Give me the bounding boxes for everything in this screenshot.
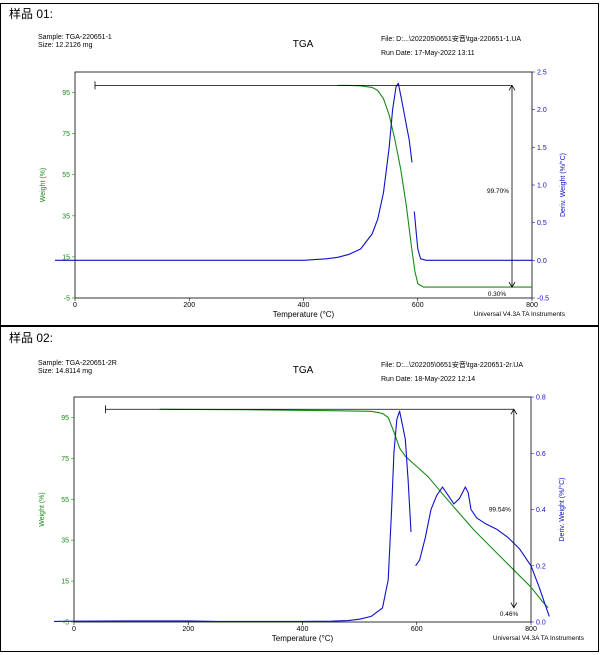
panel-2-label: 样品 02: [9,331,54,345]
run-date: Run Date: 17-May-2022 13:11 [381,50,475,57]
x-axis-label: Temperature (°C) [273,310,335,319]
file-path: File: D:...\202205\0651安音\tga-220651-2r.… [381,360,523,369]
step-bracket-arrow-up [508,84,516,91]
x-tick-label: 200 [182,626,194,633]
deriv-weight-line [55,82,532,261]
y-tick-label: -5 [63,620,69,627]
y2-axis-label: Deriv. Weight (%/°C) [558,478,566,542]
y-tick-label: 35 [62,213,70,220]
residue-label: 0.46% [500,611,519,618]
x-tick-label: 600 [411,626,423,633]
x-tick-label: 800 [526,302,538,309]
weight-line [337,84,532,288]
panel-1-label: 样品 01: [9,7,54,21]
y-tick-label: 95 [61,415,69,422]
y-tick-label: 55 [62,172,70,179]
y-tick-label: 35 [61,538,69,545]
y2-tick-label: 0.2 [536,563,546,570]
y-tick-label: -5 [64,296,70,303]
y2-tick-label: 1.5 [537,145,547,152]
y2-tick-label: 0.0 [537,258,547,265]
x-tick-label: 200 [183,302,195,309]
x-axis-label: Temperature (°C) [272,634,334,643]
plot-frame [74,71,533,299]
chart-title: TGA [293,365,314,376]
y-tick-label: 95 [62,90,70,97]
y-tick-label: 75 [62,131,70,138]
step-bracket-arrow-down [510,602,518,609]
sample-size: Size: 14.8114 mg [38,368,92,375]
plot-frame [73,396,532,623]
step-bracket-arrow-down [508,281,516,288]
y2-tick-label: 0.0 [536,620,546,627]
x-tick-label: 0 [73,302,77,309]
weight-line [159,408,549,609]
y2-tick-label: 2.5 [537,70,547,77]
y-tick-label: 15 [62,254,70,261]
x-tick-label: 400 [298,302,310,309]
y2-tick-label: 0.4 [536,507,546,514]
panel-2-frame [0,326,599,652]
sample-name: Sample: TGA-220651-1 [38,34,112,41]
run-date: Run Date: 18-May-2022 12:14 [381,376,475,383]
y2-tick-label: 0.8 [536,395,546,402]
tga-chart-1: Sample: TGA-220651-1 Size: 12.2126 mg TG… [38,34,567,319]
y2-axis-label: Deriv. Weight (%/°C) [559,153,567,217]
y-tick-label: 15 [61,579,69,586]
y-axis-label: Weight (%) [39,492,46,527]
instrument-footer: Universal V4.3A TA Instruments [474,311,566,318]
y2-tick-label: 1.0 [537,183,547,190]
x-tick-label: 400 [297,626,309,633]
y2-tick-label: -0.5 [537,296,549,303]
x-tick-label: 800 [525,626,537,633]
y-tick-label: 75 [61,456,69,463]
x-tick-label: 0 [72,626,76,633]
y-tick-label: 55 [61,497,69,504]
instrument-footer: Universal V4.3A TA Instruments [493,635,585,642]
residue-label: 0.30% [488,291,507,298]
deriv-weight-line [53,410,550,622]
x-tick-label: 600 [412,302,424,309]
sample-name: Sample: TGA-220651-2R [38,360,117,367]
tga-chart-2: Sample: TGA-220651-2R Size: 14.8114 mg T… [38,360,585,643]
chart-title: TGA [293,39,314,50]
y2-tick-label: 0.6 [536,451,546,458]
weight-loss-label: 99.70% [487,188,509,195]
y-axis-label: Weight (%) [40,168,47,203]
weight-loss-label: 99.54% [489,507,511,514]
sample-size: Size: 12.2126 mg [38,42,93,49]
file-path: File: D:...\202205\0651安音\tga-220651-1.U… [381,34,521,43]
step-bracket-arrow-up [510,408,518,415]
y2-tick-label: 2.0 [537,107,547,114]
y2-tick-label: 0.5 [537,220,547,227]
panel-1-frame [0,3,599,326]
